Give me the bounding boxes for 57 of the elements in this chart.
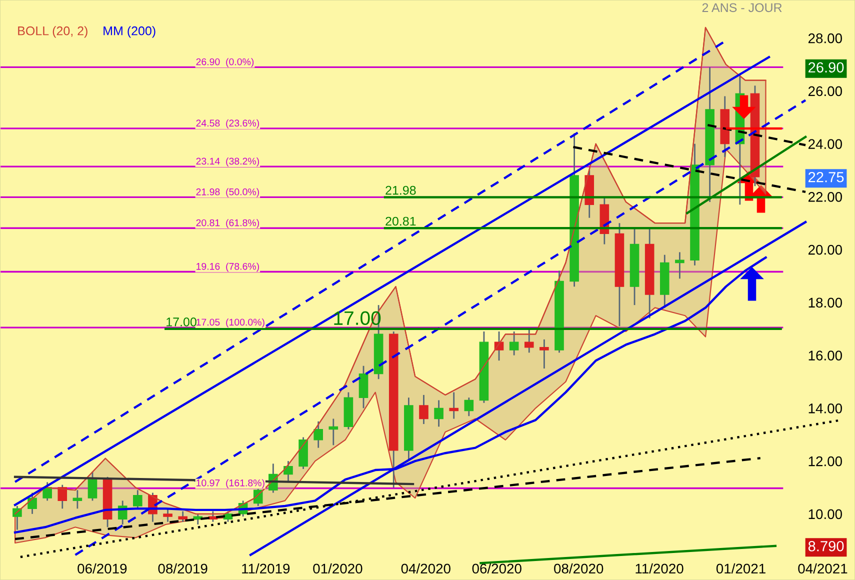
annotation: 21.98	[386, 186, 416, 195]
candlestick	[449, 392, 458, 420]
candlestick	[314, 420, 323, 449]
x-tick-label: 11/2019	[242, 563, 290, 574]
y-tick-label: 16.00	[808, 350, 842, 360]
x-tick-label: 01/2021	[716, 563, 766, 574]
candlestick	[72, 489, 82, 510]
y-tick-label: 20.00	[808, 244, 842, 255]
x-tick-label: 06/2020	[472, 563, 522, 574]
candlestick	[163, 508, 172, 523]
x-tick-label: 08/2019	[158, 563, 208, 574]
candlestick	[42, 481, 52, 502]
x-tick-label: 08/2020	[554, 563, 604, 574]
x-tick-label: 04/2020	[401, 563, 450, 574]
y-tick-label: 18.00	[808, 298, 842, 308]
candlestick	[434, 400, 444, 428]
candlestick	[178, 510, 188, 523]
ref-line-label: 24.58 (23.6%)	[196, 119, 259, 128]
y-tick-label: 22.00	[808, 192, 842, 202]
x-tick-label: 04/2021	[798, 563, 848, 574]
y-tick-label: 26.00	[808, 86, 842, 96]
ref-line-label: 10.97 (161.8%)	[196, 479, 264, 488]
x-tick-label: 06/2019	[78, 563, 127, 574]
candlestick	[509, 330, 519, 356]
candlestick	[358, 365, 368, 409]
candlestick	[464, 396, 474, 417]
candlestick	[524, 328, 534, 354]
ref-line-label: 23.14 (38.2%)	[196, 157, 259, 167]
candlestick	[133, 489, 142, 510]
y-tick-label: 28.00	[808, 33, 842, 44]
candlestick	[88, 470, 98, 502]
y-tick-label: 22.75	[808, 172, 844, 182]
ref-line-label: 26.90 (0.0%)	[196, 58, 254, 68]
y-tick-label: 24.00	[808, 139, 842, 149]
x-tick-label: 01/2020	[313, 563, 362, 574]
y-tick-label: 10.00	[808, 509, 842, 520]
y-tick-label: 14.00	[808, 404, 842, 414]
candlestick	[28, 492, 37, 515]
candlestick	[284, 460, 293, 483]
ref-line-label: 17.05 (100.0%)	[196, 318, 264, 328]
y-tick-label: 8.790	[808, 541, 844, 552]
candlestick	[675, 252, 684, 280]
candlestick	[419, 394, 428, 425]
y-tick-label: 26.90	[808, 62, 844, 73]
candlestick	[328, 418, 338, 446]
candlestick	[58, 484, 68, 510]
chart-subtitle: 2 ANS - JOUR	[702, 3, 782, 12]
ref-line-label: 20.81 (61.8%)	[196, 219, 259, 228]
annotation: 20.81	[386, 216, 416, 226]
candlestick	[540, 338, 549, 370]
ref-line-label: 21.98 (50.0%)	[196, 188, 259, 198]
y-tick-label: 12.00	[808, 456, 842, 466]
text: MM (200)	[104, 26, 156, 38]
x-tick-label: 11/2020	[636, 563, 684, 574]
ref-line-label: 19.16 (78.6%)	[196, 262, 259, 272]
annotation: 17.00	[166, 318, 196, 326]
text: BOLL (20, 2)	[18, 26, 88, 38]
